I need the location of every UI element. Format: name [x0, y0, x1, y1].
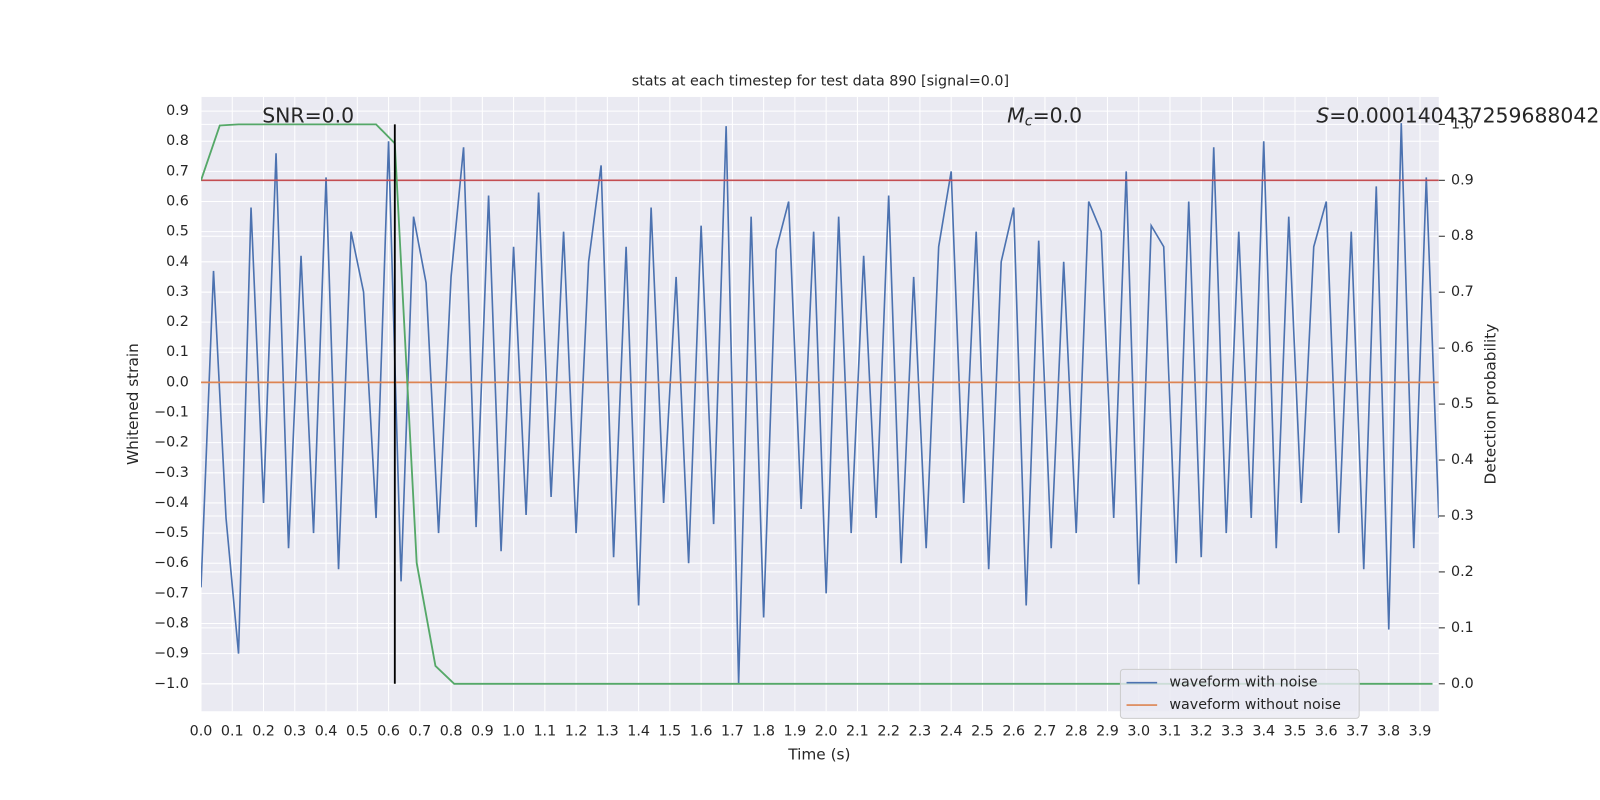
- x-tick-label: 2.5: [971, 724, 994, 740]
- legend: waveform with noise waveform without nois…: [1119, 668, 1360, 719]
- legend-label: waveform without noise: [1169, 697, 1341, 713]
- x-tick-label: 2.8: [1065, 724, 1088, 740]
- x-tick-label: 3.8: [1377, 724, 1400, 740]
- x-tick-label: 1.0: [502, 724, 525, 740]
- annotation-mc: Mc=0.0: [1007, 103, 1082, 129]
- chart-title: stats at each timestep for test data 890…: [632, 74, 1009, 90]
- y2-tick-label: 0.2: [1451, 564, 1474, 580]
- x-tick-label: 2.0: [815, 724, 838, 740]
- x-tick-label: 3.1: [1159, 724, 1182, 740]
- y-tick-label: 0.2: [166, 314, 189, 330]
- x-tick-label: 1.4: [627, 724, 650, 740]
- y-tick-label: 0.8: [166, 133, 189, 149]
- x-tick-label: 3.4: [1252, 724, 1275, 740]
- x-tick-label: 2.6: [1002, 724, 1025, 740]
- x-tick-label: 0.1: [221, 724, 244, 740]
- y-tick-label: −0.6: [154, 555, 189, 571]
- y2-tick-label: 0.4: [1451, 452, 1474, 468]
- y-tick-label: 0.9: [166, 103, 189, 119]
- s-text: =0.000140437259688042: [1329, 103, 1599, 127]
- y2-axis-label: Detection probability: [1481, 324, 1499, 485]
- y2-tick-label: 0.0: [1451, 676, 1474, 692]
- grid: [200, 96, 1439, 712]
- y2-tick-label: 0.7: [1451, 284, 1474, 300]
- y-tick-label: −1.0: [154, 676, 189, 692]
- y-tick-label: 0.5: [166, 224, 189, 240]
- y2-tick-label: 0.8: [1451, 228, 1474, 244]
- x-tick-label: 0.2: [252, 724, 275, 740]
- y-tick-label: 0.7: [166, 163, 189, 179]
- x-tick-label: 2.1: [846, 724, 869, 740]
- x-tick-label: 2.4: [940, 724, 963, 740]
- y-tick-label: 0.4: [166, 254, 189, 270]
- y-axis-label: Whitened strain: [124, 343, 142, 465]
- x-tick-label: 1.7: [721, 724, 744, 740]
- annotation-snr: SNR=0.0: [262, 103, 354, 127]
- x-tick-label: 1.3: [596, 724, 619, 740]
- y-tick-label: 0.3: [166, 284, 189, 300]
- s-symbol: S: [1316, 103, 1329, 127]
- y-tick-label: −0.5: [154, 525, 189, 541]
- mc-text: =0.0: [1033, 103, 1083, 127]
- y-tick-label: −0.9: [154, 646, 189, 662]
- x-tick-label: 3.9: [1409, 724, 1432, 740]
- x-tick-label: 2.7: [1034, 724, 1057, 740]
- x-tick-label: 0.3: [283, 724, 306, 740]
- x-tick-label: 1.5: [659, 724, 682, 740]
- y-tick-label: 0.6: [166, 194, 189, 210]
- x-tick-label: 0.8: [440, 724, 463, 740]
- detection-probability-line: [201, 123, 1433, 685]
- y-tick-label: 0.0: [166, 374, 189, 390]
- x-tick-label: 0.4: [315, 724, 338, 740]
- x-tick-label: 1.2: [565, 724, 588, 740]
- mc-symbol: M: [1007, 103, 1025, 127]
- x-tick-label: 3.5: [1284, 724, 1307, 740]
- y2-tick-label: 0.1: [1451, 620, 1474, 636]
- y2-tick-label: 0.6: [1451, 340, 1474, 356]
- y2-tick-label: 1.0: [1451, 116, 1474, 132]
- x-tick-label: 3.7: [1346, 724, 1369, 740]
- x-tick-label: 2.2: [877, 724, 900, 740]
- x-tick-label: 0.7: [408, 724, 431, 740]
- x-tick-label: 1.9: [784, 724, 807, 740]
- x-tick-label: 0.5: [346, 724, 369, 740]
- x-tick-label: 1.8: [752, 724, 775, 740]
- y-tick-label: −0.4: [154, 495, 189, 511]
- y-tick-label: −0.7: [154, 585, 189, 601]
- y-tick-label: 0.1: [166, 344, 189, 360]
- x-tick-label: 3.0: [1127, 724, 1150, 740]
- legend-box: [1119, 668, 1360, 719]
- plot-lines: [201, 123, 1439, 685]
- x-axis-label: Time (s): [787, 746, 850, 764]
- x-tick-label: 2.9: [1096, 724, 1119, 740]
- x-tick-label: 2.3: [909, 724, 932, 740]
- x-tick-label: 0.9: [471, 724, 494, 740]
- legend-label: waveform with noise: [1169, 675, 1317, 691]
- x-tick-label: 1.1: [533, 724, 556, 740]
- x-tick-label: 3.2: [1190, 724, 1213, 740]
- y2-tick-label: 0.5: [1451, 396, 1474, 412]
- y2-tick-label: 0.3: [1451, 508, 1474, 524]
- y-tick-label: −0.1: [154, 405, 189, 421]
- y-tick-label: −0.8: [154, 616, 189, 632]
- annotation-s: S=0.000140437259688042: [1316, 103, 1599, 127]
- x-tick-label: 0.0: [190, 724, 213, 740]
- y-tick-label: −0.3: [154, 465, 189, 481]
- x-tick-label: 0.6: [377, 724, 400, 740]
- y-tick-label: −0.2: [154, 435, 189, 451]
- x-tick-label: 3.3: [1221, 724, 1244, 740]
- x-tick-label: 3.6: [1315, 724, 1338, 740]
- mc-subscript: c: [1025, 113, 1033, 129]
- x-tick-label: 1.6: [690, 724, 713, 740]
- y2-tick-label: 0.9: [1451, 172, 1474, 188]
